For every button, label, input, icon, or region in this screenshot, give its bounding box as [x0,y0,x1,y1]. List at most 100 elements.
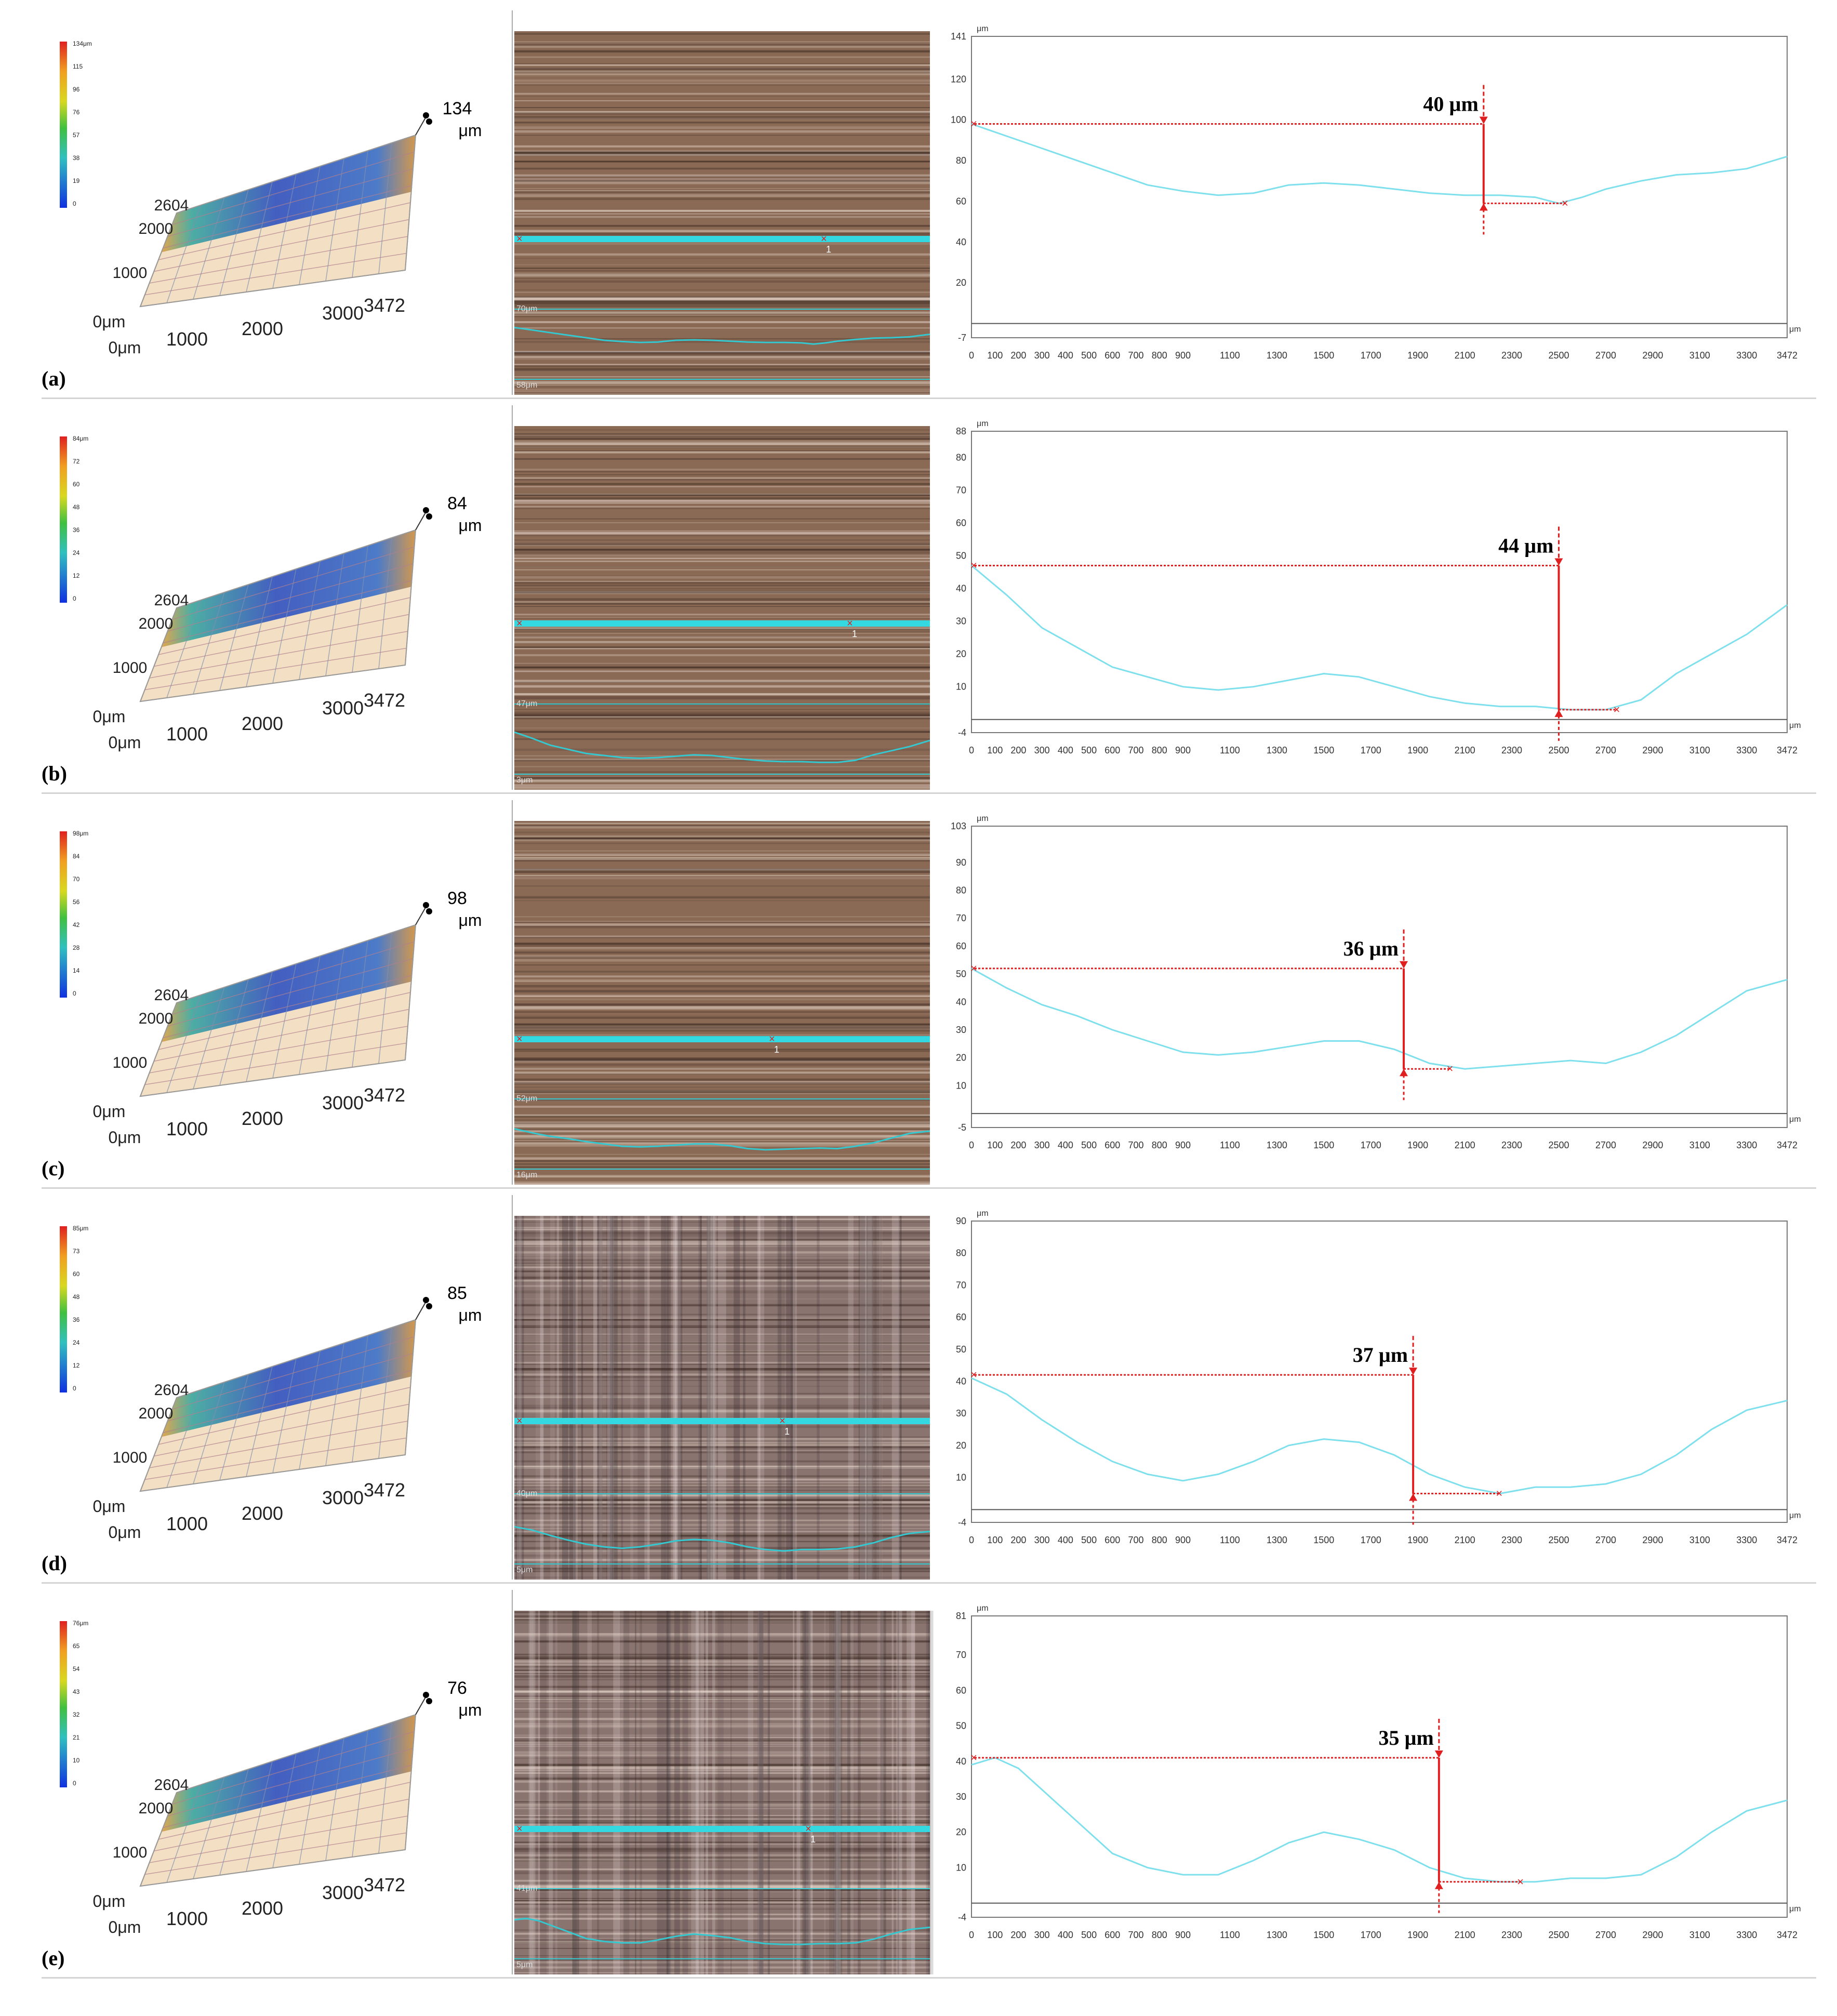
texture-streak [514,451,930,454]
texture-streak [514,1808,930,1809]
texture-streak [514,1672,930,1673]
texture-streak [514,1701,930,1703]
texture-streak [757,1611,764,1974]
texture-streak [514,384,930,386]
texture-streak [514,1939,930,1941]
x-tick-label: 2300 [1501,350,1522,361]
texture-streak [514,1884,930,1886]
texture-streak [514,1550,930,1552]
texture-streak [514,302,930,305]
axis-label-y: 1000 [113,659,148,677]
micrograph-image [514,1216,930,1580]
texture-streak [514,1451,930,1453]
texture-streak [514,714,930,717]
x-tick-label: 3300 [1736,1140,1757,1150]
grid-line [149,631,408,679]
x-tick-label: 1500 [1313,1535,1334,1545]
y-tick-label: 50 [956,1344,966,1355]
texture-streak [514,1240,930,1242]
texture-streak [514,1058,930,1062]
axis-label-x: 3000 [322,1092,364,1113]
texture-streak [514,1657,930,1659]
scan-line [514,236,930,242]
texture-streak [514,1126,930,1128]
texture-streak [514,542,930,544]
arrow-down [1434,1750,1443,1758]
x-tick-label: 1700 [1361,1930,1381,1940]
texture-streak [514,433,930,435]
x-tick-label: 2300 [1501,745,1522,755]
texture-streak [514,1888,930,1891]
arrow-down [1479,116,1488,124]
texture-streak [705,1611,708,1974]
texture-streak [514,959,930,962]
y-tick-label: 10 [956,1862,966,1873]
texture-streak [514,786,930,789]
axis-origin-x: 0μm [109,338,141,357]
axis-label-y: 2000 [139,615,174,632]
x-tick-label: 2100 [1455,1930,1475,1940]
x-tick-label: 200 [1010,350,1026,361]
texture-streak [858,1611,861,1974]
texture-streak [514,1392,930,1395]
texture-streak [514,1183,930,1185]
texture-streak [514,79,930,82]
texture-streak [514,1567,930,1570]
axis-label-y: 2000 [139,1405,174,1422]
texture-streak [514,1484,930,1485]
texture-streak [514,1854,930,1856]
texture-streak [514,1708,930,1710]
texture-streak [514,1961,930,1964]
y-tick-label: 50 [956,551,966,561]
grid-line [167,1353,414,1422]
texture-streak [514,1342,930,1344]
scan-cursor-mark: × [779,1415,786,1427]
scan-start-mark: × [516,1033,523,1045]
texture-streak [514,1121,930,1123]
y-tick-label: 10 [956,682,966,692]
texture-streak [514,1140,930,1141]
texture-streak [514,355,930,358]
texture-streak [514,1274,930,1275]
texture-streak [514,842,930,844]
x-tick-label: 2100 [1455,350,1475,361]
texture-streak [514,532,930,535]
texture-streak [514,1218,930,1221]
texture-streak [514,1259,930,1261]
texture-streak [514,1443,930,1445]
texture-streak [514,506,930,508]
texture-streak [514,508,930,509]
texture-streak [535,1216,543,1580]
x-tick-label: 1300 [1267,745,1287,755]
texture-streak [514,225,930,227]
texture-streak [664,1611,670,1974]
texture-streak [514,544,930,546]
texture-streak [514,1137,930,1139]
plot-area [971,1221,1788,1523]
texture-streak [514,191,930,194]
texture-streak [514,1857,930,1860]
y-tick-label: 80 [956,885,966,896]
texture-streak [514,614,930,616]
grid-line [154,1798,409,1852]
texture-streak [514,178,930,179]
color-scale-tick: 0 [73,990,76,997]
y-axis-unit: μm [977,1604,989,1613]
texture-streak [514,161,930,163]
texture-streak [610,1216,612,1580]
texture-streak [514,450,930,452]
color-scale-tick: 72 [73,458,80,465]
y-axis-unit: μm [977,1209,989,1218]
axis-label-y: 2000 [139,220,174,237]
texture-streak [514,376,930,378]
profile-series-line [971,967,1788,1070]
axis-label-x: 3472 [364,1084,405,1106]
x-tick-label: 2900 [1642,1930,1663,1940]
depth-ref-mark: × [970,1368,977,1381]
inset-top-tag: 52μm [516,1094,537,1103]
peak-value-label: 134 [443,99,472,118]
texture-streak [927,1611,931,1974]
